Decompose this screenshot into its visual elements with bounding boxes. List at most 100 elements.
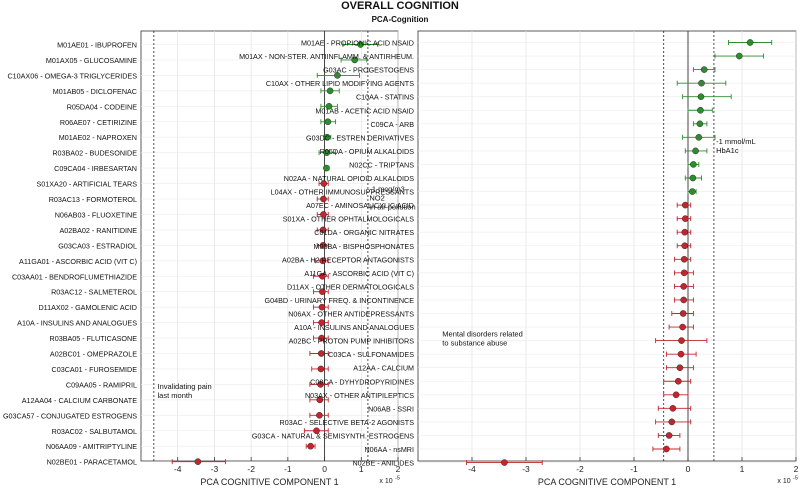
- data-point: [323, 149, 331, 156]
- data-point: [669, 405, 677, 412]
- data-point: [698, 79, 705, 87]
- category-label: M05BA - BISPHOSPHONATES: [313, 242, 414, 251]
- category-label: C03AA01 - BENDROFLUMETHIAZIDE: [12, 272, 137, 281]
- category-label: A10A - INSULINS AND ANALOGUES: [294, 323, 414, 332]
- x-axis-label: PCA COGNITIVE COMPONENT 1: [200, 477, 338, 487]
- category-label: A12AA - CALCIUM: [353, 364, 414, 373]
- category-label: G03DC - ESTREN DERIVATIVES: [306, 133, 414, 142]
- data-point: [736, 52, 743, 60]
- data-point: [682, 215, 689, 222]
- category-label: G03CA57 - CONJUGATED ESTROGENS: [3, 411, 137, 420]
- category-label: D11AX02 - GAMOLENIC ACID: [38, 303, 137, 312]
- data-point: [325, 103, 333, 110]
- category-label: R03AC13 - FORMOTEROL: [49, 195, 137, 204]
- x-tick-label: 0: [686, 464, 691, 474]
- category-label: R03BA02 - BUDESONIDE: [52, 149, 137, 158]
- data-point: [501, 459, 508, 466]
- category-label: M01AX05 - GLUCOSAMINE: [46, 56, 137, 65]
- category-label: N03AX - OTHER ANTIPILEPTICS: [305, 391, 414, 400]
- category-label: C08CA - DYHYDROPYRIDINES: [310, 377, 414, 386]
- x-tick-label: -4: [468, 464, 476, 474]
- data-point: [320, 180, 328, 187]
- category-label: C10AX06 - OMEGA-3 TRIGLYCERIDES: [7, 71, 137, 80]
- data-point: [679, 310, 687, 317]
- x-axis-label: PCA COGNITIVE COMPONENT 1: [538, 477, 676, 487]
- x-tick-label: 2: [396, 464, 401, 474]
- data-point: [320, 195, 327, 203]
- category-label: C01DA - ORGANIC NITRATES: [314, 228, 414, 237]
- data-point: [318, 334, 325, 342]
- x-tick-label: 1: [359, 464, 364, 474]
- axis-exponent-power: -5: [395, 476, 400, 482]
- data-point: [317, 381, 324, 388]
- category-label: R05DA - OPIUM ALKALOIDS: [320, 147, 414, 156]
- data-point: [324, 118, 332, 126]
- category-label: G03CA - NATURAL & SEMISYNTH. ESTROGENS: [252, 431, 414, 440]
- category-label: C03CA - SULFONAMIDES: [328, 350, 414, 359]
- data-point: [357, 41, 364, 48]
- data-point: [319, 242, 327, 249]
- category-label: L04AX - OTHER IMMUNOSUPPRESSANTS: [271, 188, 415, 197]
- data-point: [679, 323, 686, 331]
- data-point: [320, 211, 327, 218]
- data-point: [680, 269, 688, 277]
- data-point: [692, 147, 699, 155]
- annotation-text: in air pollution: [369, 202, 415, 211]
- category-label: D11AX - OTHER DERMATOLOGICALS: [287, 282, 414, 291]
- data-point: [318, 303, 326, 311]
- data-point: [680, 255, 688, 263]
- data-point: [319, 272, 326, 280]
- data-point: [317, 365, 325, 373]
- annotation-text: HbA1c: [716, 146, 739, 155]
- data-point: [680, 296, 687, 304]
- category-label: M01AE - PROPIONIC ACID NSAID: [301, 39, 414, 48]
- data-point: [676, 364, 684, 372]
- data-point: [672, 391, 680, 399]
- axis-exponent: x 10: [379, 478, 392, 485]
- category-label: A10A - INSULINS AND ANALOGUES: [17, 319, 137, 328]
- data-point: [680, 283, 687, 290]
- category-label: N02BE - ANILIDES: [352, 459, 414, 468]
- data-point: [681, 228, 689, 236]
- category-label: A12AA04 - CALCIUM CARBONATE: [22, 396, 138, 405]
- x-tick-label: -4: [174, 464, 182, 474]
- category-label: M01AB05 - DICLOFENAC: [53, 87, 137, 96]
- x-tick-label: -3: [211, 464, 219, 474]
- plot-area: [140, 30, 399, 462]
- category-label: S01XA - OTHER OPHTALMOLOGICALS: [283, 215, 414, 224]
- data-point: [697, 93, 705, 100]
- category-label: G04BD - URINARY FREQ. & INCONTINENCE: [265, 296, 415, 305]
- data-point: [323, 133, 331, 141]
- category-label: M01AE01 - IBUPROFEN: [57, 41, 137, 50]
- data-point: [746, 39, 754, 46]
- annotation-text: NO2: [369, 193, 384, 202]
- annotation-text: -1 mcg/m3: [369, 184, 404, 193]
- x-tick-label: 0: [322, 464, 327, 474]
- data-point: [668, 418, 676, 426]
- data-point: [689, 188, 696, 195]
- category-label: A02BC - PROTON PUMP INHIBITORS: [289, 337, 415, 346]
- data-point: [696, 120, 704, 128]
- data-point: [317, 350, 325, 357]
- category-label: N06AX - OTHER ANTIDEPRESSANTS: [288, 310, 414, 319]
- x-tick-label: -3: [522, 464, 530, 474]
- category-label: N06AB - SSRI: [368, 404, 414, 413]
- data-point: [319, 226, 327, 234]
- data-point: [681, 242, 689, 250]
- data-point: [351, 56, 358, 64]
- category-label: A02BA02 - RANITIDINE: [60, 226, 138, 235]
- category-label: N06AA - nsMRI: [364, 445, 414, 454]
- category-label: M01AB - ACETIC ACID NSAID: [315, 106, 414, 115]
- data-point: [313, 427, 320, 435]
- x-tick-label: -1: [630, 464, 638, 474]
- x-tick-label: 1: [740, 464, 745, 474]
- data-point: [318, 319, 325, 326]
- category-label: N06AA09 - AMITRIPTYLINE: [46, 442, 137, 451]
- category-label: R03AC12 - SALMETEROL: [51, 288, 137, 297]
- x-tick-label: -1: [284, 464, 292, 474]
- category-label: N02BE01 - PARACETAMOL: [47, 458, 137, 467]
- data-point: [678, 337, 685, 344]
- data-point: [316, 411, 323, 419]
- category-label: A02BA - H2 RECEPTOR ANTAGONISTS: [282, 255, 414, 264]
